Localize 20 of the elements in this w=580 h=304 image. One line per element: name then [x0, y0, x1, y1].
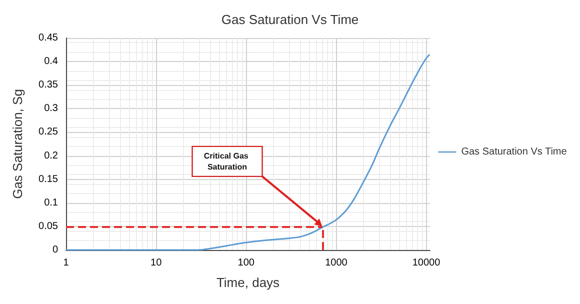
- y-tick-label: 0.35: [38, 80, 58, 91]
- x-tick-label: 10: [150, 258, 162, 268]
- y-tick-label: 0.05: [38, 220, 58, 232]
- y-axis-title: Gas Saturation, Sg: [10, 89, 25, 199]
- y-tick-label: 0.2: [44, 150, 58, 162]
- y-tick-label: 0.1: [44, 197, 58, 208]
- chart-title: Gas Saturation Vs Time: [221, 12, 359, 27]
- annotation: Critical Gas Saturation: [204, 151, 251, 172]
- x-tick-label: 1: [63, 258, 70, 268]
- y-tick-label: 0.15: [38, 174, 58, 185]
- x-tick-label: 100: [238, 258, 255, 268]
- x-tick-label: 10000: [412, 258, 441, 268]
- legend-label: Gas Saturation Vs Time: [461, 146, 568, 158]
- y-tick-label: 0.3: [44, 103, 58, 114]
- x-tick-label: 1000: [325, 258, 348, 268]
- y-tick-label: 0.25: [38, 126, 58, 138]
- y-tick-label: 0: [52, 244, 58, 256]
- y-tick-label: 0.45: [38, 32, 58, 44]
- x-axis-title: Time, days: [216, 275, 280, 290]
- y-tick-label: 0.4: [44, 56, 58, 68]
